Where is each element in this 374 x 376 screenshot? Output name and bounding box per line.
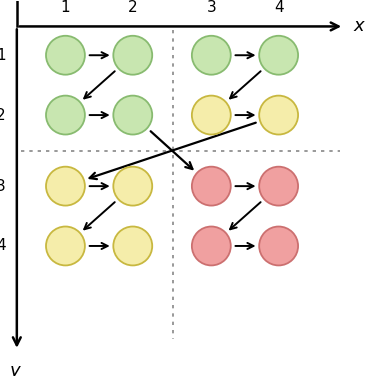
Text: 1: 1 [0, 48, 6, 63]
Text: x: x [353, 17, 364, 35]
Text: 4: 4 [0, 238, 6, 253]
Text: 1: 1 [61, 0, 70, 15]
Circle shape [192, 96, 231, 135]
Circle shape [113, 226, 152, 265]
Circle shape [113, 36, 152, 75]
Circle shape [259, 96, 298, 135]
Circle shape [46, 167, 85, 206]
Circle shape [46, 96, 85, 135]
Circle shape [113, 167, 152, 206]
Circle shape [46, 36, 85, 75]
Circle shape [259, 167, 298, 206]
Circle shape [113, 96, 152, 135]
Circle shape [259, 36, 298, 75]
Text: 2: 2 [128, 0, 138, 15]
Text: 2: 2 [0, 108, 6, 123]
Circle shape [192, 226, 231, 265]
Text: 4: 4 [274, 0, 283, 15]
Circle shape [259, 226, 298, 265]
Circle shape [192, 167, 231, 206]
Text: 3: 3 [206, 0, 216, 15]
Circle shape [46, 226, 85, 265]
Text: y: y [10, 362, 20, 376]
Text: 3: 3 [0, 179, 6, 194]
Circle shape [192, 36, 231, 75]
